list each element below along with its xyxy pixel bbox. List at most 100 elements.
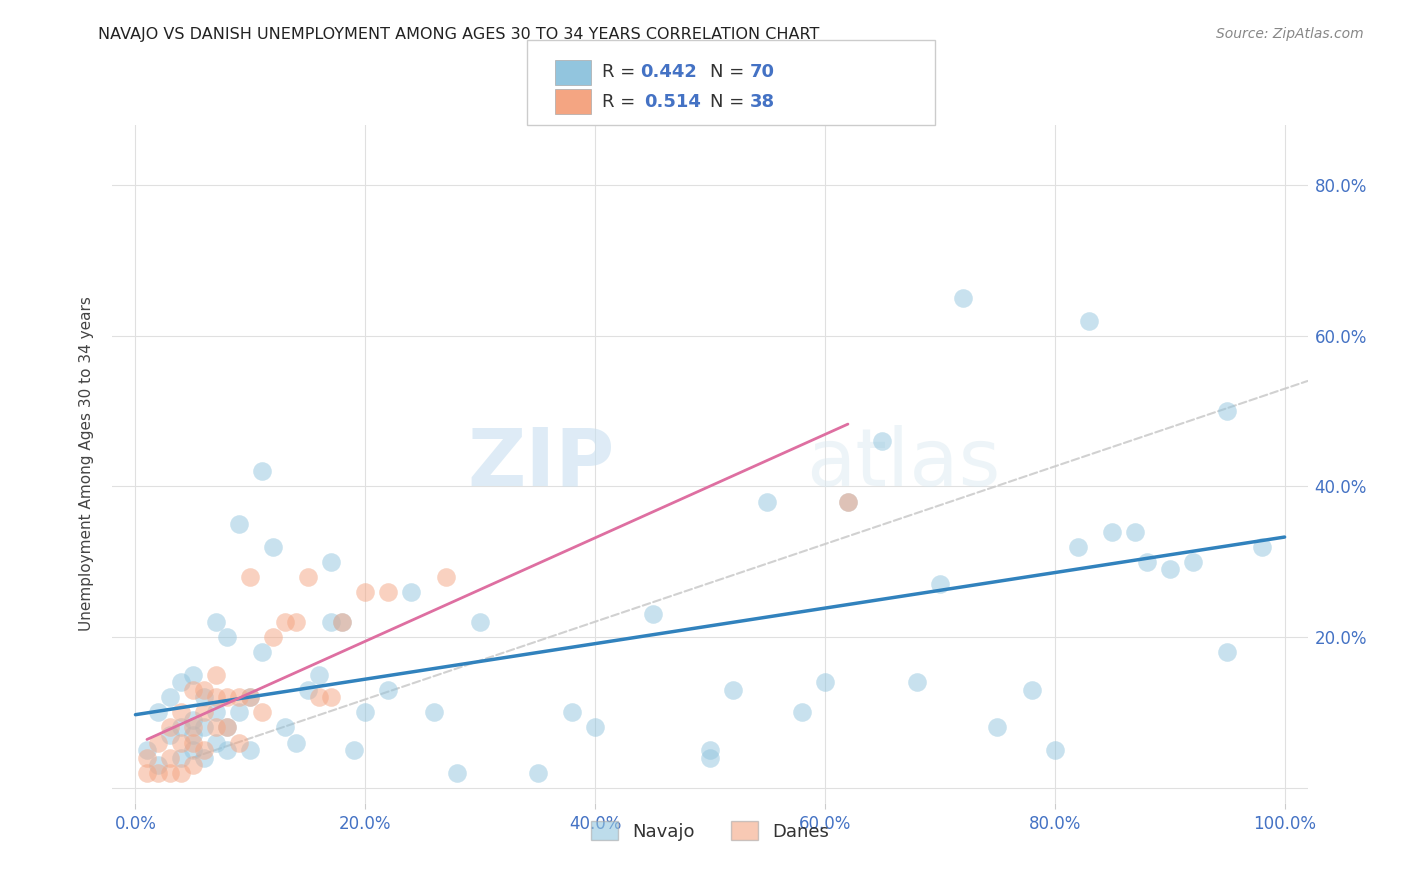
Point (159, 728, 181, 742)
Point (1043, 743, 1066, 757)
Point (319, 615, 342, 629)
Point (181, 721, 204, 735)
Point (239, 743, 262, 757)
Point (136, 743, 159, 757)
Point (193, 706, 215, 720)
Point (148, 706, 170, 720)
Point (217, 721, 239, 735)
Point (308, 667, 330, 681)
Point (148, 735, 170, 749)
Point (837, 494, 859, 508)
Point (1078, 314, 1101, 328)
Point (285, 735, 308, 749)
Point (193, 750, 215, 764)
Point (583, 721, 606, 735)
Text: 38: 38 (749, 93, 775, 111)
Point (423, 706, 446, 720)
Point (170, 750, 193, 764)
Point (239, 690, 262, 705)
Point (319, 555, 342, 569)
Legend: Navajo, Danes: Navajo, Danes (583, 814, 837, 848)
Point (159, 750, 181, 764)
Point (986, 721, 1008, 735)
Point (181, 667, 204, 681)
Point (319, 690, 342, 705)
Point (228, 690, 250, 705)
Point (228, 706, 250, 720)
Point (297, 570, 319, 584)
Point (159, 690, 181, 705)
Point (262, 630, 284, 644)
Point (1159, 562, 1181, 576)
Point (193, 721, 215, 735)
Point (377, 585, 399, 599)
Point (217, 743, 239, 757)
Point (148, 765, 170, 780)
Point (790, 706, 813, 720)
Point (274, 721, 297, 735)
Point (1136, 555, 1159, 569)
Point (159, 765, 181, 780)
Point (205, 690, 228, 705)
Point (928, 577, 950, 591)
Point (756, 494, 779, 508)
Point (1021, 682, 1043, 697)
Point (159, 721, 181, 735)
Point (181, 743, 204, 757)
Point (1101, 524, 1123, 539)
Point (181, 758, 204, 772)
Point (905, 675, 928, 690)
Point (872, 434, 894, 449)
Point (181, 713, 204, 727)
Point (148, 758, 170, 772)
Point (330, 615, 353, 629)
Point (170, 706, 193, 720)
Text: 0.442: 0.442 (640, 63, 696, 81)
Point (526, 765, 548, 780)
Point (1216, 404, 1239, 418)
Text: NAVAJO VS DANISH UNEMPLOYMENT AMONG AGES 30 TO 34 YEARS CORRELATION CHART: NAVAJO VS DANISH UNEMPLOYMENT AMONG AGES… (98, 27, 820, 42)
Point (470, 615, 492, 629)
Point (217, 721, 239, 735)
Point (1067, 540, 1090, 554)
Point (205, 667, 228, 681)
Point (343, 743, 366, 757)
Point (193, 743, 215, 757)
Point (354, 706, 377, 720)
Text: N =: N = (710, 93, 749, 111)
Point (205, 721, 228, 735)
Point (228, 735, 250, 749)
Point (193, 682, 215, 697)
Point (837, 494, 859, 508)
Text: atlas: atlas (806, 425, 1000, 503)
Point (217, 690, 239, 705)
Text: Source: ZipAtlas.com: Source: ZipAtlas.com (1216, 27, 1364, 41)
Text: R =: R = (602, 93, 647, 111)
Point (205, 615, 228, 629)
Point (297, 682, 319, 697)
Point (250, 706, 273, 720)
Point (181, 735, 204, 749)
Point (561, 706, 583, 720)
Point (1181, 555, 1204, 569)
Point (239, 690, 262, 705)
Point (170, 721, 193, 735)
Point (1123, 524, 1146, 539)
Point (434, 570, 457, 584)
Point (1250, 540, 1272, 554)
Point (205, 735, 228, 749)
Point (181, 728, 204, 742)
Point (721, 682, 744, 697)
Text: N =: N = (710, 63, 749, 81)
Text: 0.514: 0.514 (644, 93, 700, 111)
Point (354, 585, 377, 599)
Point (952, 291, 974, 305)
Point (181, 682, 204, 697)
Point (193, 690, 215, 705)
Point (814, 675, 837, 690)
Point (250, 464, 273, 478)
Text: R =: R = (602, 63, 641, 81)
Point (285, 615, 308, 629)
Point (262, 540, 284, 554)
Point (377, 682, 399, 697)
